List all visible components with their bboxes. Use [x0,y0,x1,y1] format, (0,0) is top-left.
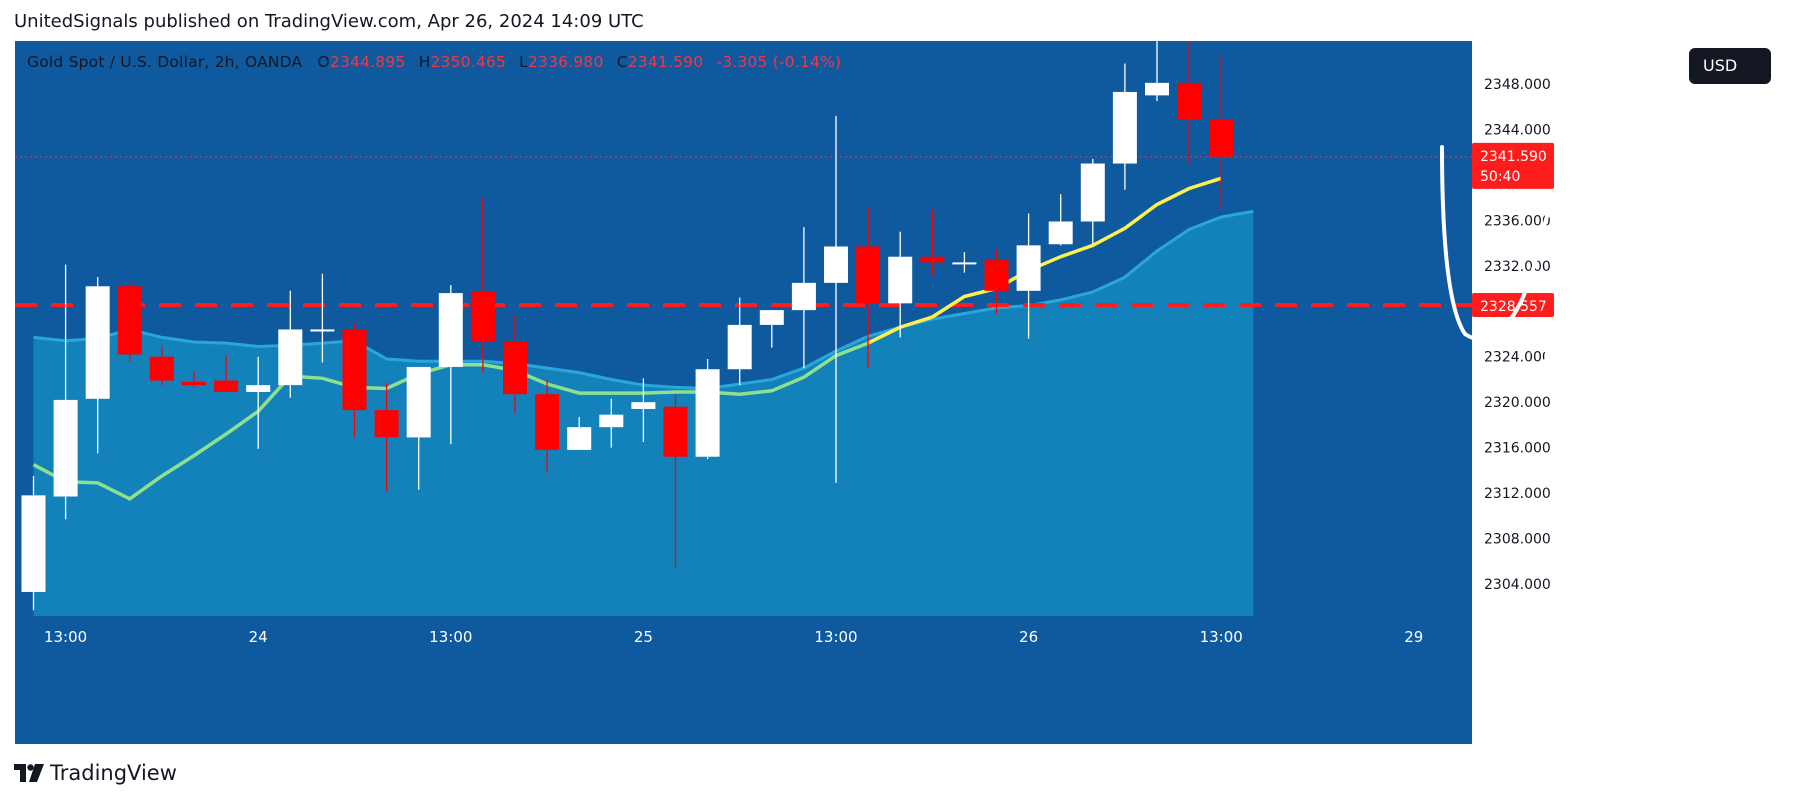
price-tick-label: 2308.000 [1484,532,1551,548]
price-tick-label: 2320.000 [1484,395,1551,411]
countdown-label: 50:40 [1480,169,1520,185]
candle-body [952,262,977,265]
candle-body [920,256,945,263]
time-tick-label: 24 [249,628,268,646]
candle-body [85,286,110,399]
price-tick-label: 2332.000 [1484,259,1551,275]
time-tick-label: 25 [634,628,653,646]
legend-low-label: L [519,53,528,71]
candle-body [438,293,463,367]
candle-body [888,256,913,304]
time-tick-label: 13:00 [1200,628,1243,646]
price-tick-label: 2336.000 [1484,213,1551,229]
candle-body [278,329,303,386]
forecast-arrowhead [1596,299,1665,333]
chart-panel[interactable]: 2348.0002344.0002340.0002336.0002332.000… [15,41,1776,744]
price-tick-label: 2348.000 [1484,77,1551,93]
candle-body [631,402,656,409]
tradingview-brand: TradingView [50,761,177,785]
tradingview-logo-icon [14,764,44,782]
candle-body [117,286,142,355]
price-tick-label: 2324.000 [1484,350,1551,366]
candle-body [1209,119,1234,157]
candle-body [53,399,78,497]
candle-body [791,282,816,311]
tradingview-footer[interactable]: TradingView [14,760,177,786]
price-tick-label: 2344.000 [1484,122,1551,138]
candle-body [599,414,624,428]
candle-body [759,310,784,325]
candle-body [1177,82,1202,120]
legend-symbol: Gold Spot / U.S. Dollar, 2h, OANDA [27,53,303,71]
legend-open-value: 2344.895 [329,53,406,71]
legend-high-value: 2350.465 [430,53,507,71]
candle-body [567,427,592,450]
candle-body [1145,82,1169,96]
chart-canvas[interactable]: 2348.0002344.0002340.0002336.0002332.000… [15,41,1776,744]
target-price-tag [1472,292,1554,317]
time-axis-bg [15,616,1472,744]
candle-body [182,381,206,386]
candle-body [695,369,720,457]
legend-high-label: H [418,53,431,71]
time-tick-label: 13:00 [814,628,857,646]
candle-body [1112,91,1137,164]
forecast-arrow-path [1440,145,1634,342]
legend-change: -3.305 (-0.14%) [716,53,842,71]
candle-body [503,341,527,395]
candle-body [374,410,399,438]
candle-body [310,329,335,332]
candle-body [1080,163,1105,222]
legend-low-value: 2336.980 [528,53,604,71]
ema-line-yellow [867,176,1222,345]
price-tick-label: 2312.000 [1484,486,1551,502]
candle-body [984,260,1009,291]
price-tick-label: 2316.000 [1484,441,1551,457]
time-tick-label: 13:00 [429,628,472,646]
symbol-legend: Gold Spot / U.S. Dollar, 2h, OANDA O2344… [27,53,841,71]
target-price-label: 2328.557 [1480,299,1547,315]
legend-open-label: O [317,53,330,71]
time-tick-label: 13:00 [44,628,87,646]
time-tick-label: 26 [1019,628,1038,646]
candle-body [535,394,560,450]
last-price-label: 2341.590 [1480,149,1547,165]
candle-body [1016,245,1041,291]
candle-body [21,495,46,592]
time-tick-label: 29 [1404,628,1423,646]
candle-body [727,324,752,370]
candle-body [149,356,174,381]
currency-button[interactable]: USD [1689,48,1771,84]
last-price-tag [1472,142,1554,189]
price-tick-label: 2304.000 [1484,577,1551,593]
candle-body [663,406,688,457]
target-annotation-text: 2328.5 [1527,336,1713,389]
candle-body [824,246,848,283]
candle-body [1048,221,1073,245]
publish-line: UnitedSignals published on TradingView.c… [14,11,644,32]
candle-body [246,385,271,392]
candle-body [342,329,367,411]
legend-close-value: 2341.590 [627,53,704,71]
legend-close-label: C [616,53,628,71]
candle-body [406,366,431,438]
candle-body [214,380,239,392]
candle-body [856,246,881,304]
candle-body [470,291,495,342]
